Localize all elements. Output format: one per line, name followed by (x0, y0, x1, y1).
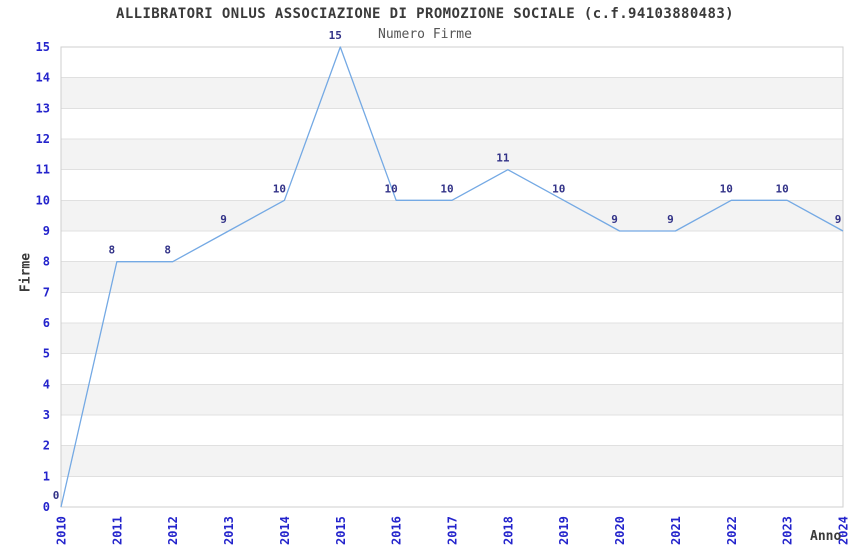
y-tick-label: 13 (36, 101, 50, 115)
y-tick-label: 12 (36, 132, 50, 146)
y-tick-label: 9 (43, 224, 50, 238)
point-label: 10 (552, 182, 565, 195)
x-tick-label: 2023 (781, 516, 795, 545)
point-label: 8 (164, 244, 171, 257)
point-label: 0 (53, 489, 60, 502)
x-tick-label: 2016 (390, 516, 404, 545)
x-tick-label: 2012 (166, 516, 180, 545)
band-row (61, 323, 843, 354)
x-axis-label: Anno (810, 529, 842, 544)
y-tick-label: 10 (36, 193, 50, 207)
band-row (61, 445, 843, 477)
y-tick-label: 5 (43, 347, 50, 361)
y-axis-label: Firme (18, 252, 34, 293)
point-label: 9 (835, 213, 842, 226)
firme-line (60, 46, 844, 508)
point-label: 10 (273, 182, 286, 195)
point-label: 10 (385, 182, 398, 195)
y-tick-label: 3 (43, 408, 50, 422)
x-tick-label: 2013 (222, 516, 236, 545)
point-label: 15 (329, 29, 342, 42)
chart-subtitle: Numero Firme (378, 27, 472, 42)
plot-border (60, 46, 844, 508)
point-label: 9 (220, 213, 227, 226)
y-tick-label: 2 (43, 439, 50, 453)
x-tick-label: 2010 (55, 516, 69, 545)
point-label: 10 (440, 182, 453, 195)
x-tick-label: 2024 (837, 516, 850, 545)
band-group (61, 77, 843, 477)
band-row (61, 200, 843, 231)
x-tick-label: 2022 (725, 516, 739, 545)
point-label-group: 0 8 8 9 10 15 10 10 11 10 9 9 10 10 9 (53, 29, 842, 502)
y-tick-label: 8 (43, 255, 50, 269)
x-tick-label: 2014 (278, 516, 292, 545)
x-tick-group: 2010 2011 2012 2013 2014 2015 2016 2017 2018 2019… (55, 516, 850, 545)
x-tick-label: 2020 (613, 516, 627, 545)
x-tick-label: 2017 (446, 516, 460, 545)
chart-title: ALLIBRATORI ONLUS ASSOCIAZIONE DI PROMOZ… (115, 6, 734, 22)
point-label: 8 (109, 244, 116, 257)
point-label: 9 (667, 213, 674, 226)
y-tick-label: 0 (43, 500, 50, 514)
x-tick-label: 2018 (501, 516, 515, 545)
y-tick-label: 15 (36, 40, 50, 54)
y-tick-label: 4 (43, 377, 50, 391)
x-tick-label: 2019 (557, 516, 571, 545)
point-label: 10 (720, 182, 733, 195)
y-tick-label: 6 (43, 316, 50, 330)
x-tick-label: 2011 (110, 516, 124, 545)
y-tick-label: 14 (36, 71, 50, 85)
y-tick-label: 11 (36, 163, 50, 177)
y-tick-label: 1 (43, 469, 50, 483)
point-label: 9 (611, 213, 618, 226)
y-tick-label: 7 (43, 285, 50, 299)
band-row (61, 77, 843, 109)
point-label: 11 (496, 152, 510, 165)
band-row (61, 139, 843, 170)
x-tick-label: 2021 (669, 516, 683, 545)
band-row (61, 384, 843, 415)
band-row (61, 261, 843, 293)
point-label: 10 (776, 182, 789, 195)
x-tick-label: 2015 (334, 516, 348, 545)
